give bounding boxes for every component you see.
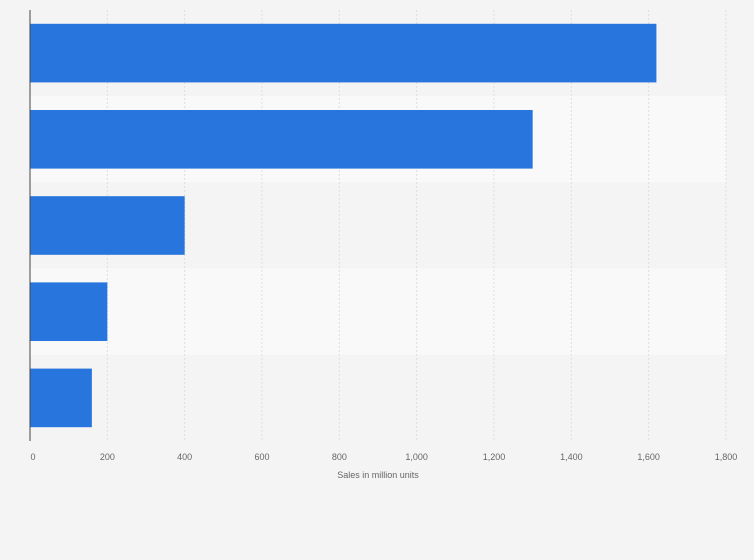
bar[interactable] (30, 196, 185, 255)
row-band (30, 268, 726, 355)
x-tick-labels: 0 200 400 600 800 1,000 1,200 1,400 1,600 1,800 (30, 452, 737, 462)
x-tick-label: 1,000 (405, 452, 428, 462)
x-axis-title: Sales in million units (337, 470, 419, 480)
x-tick-label: 400 (177, 452, 192, 462)
x-tick-label: 1,400 (560, 452, 583, 462)
bar[interactable] (30, 23, 657, 83)
x-tick-label: 800 (332, 452, 347, 462)
x-tick-label: 1,600 (637, 452, 660, 462)
row-band (30, 354, 726, 441)
bar[interactable] (30, 109, 533, 169)
x-tick-label: 200 (100, 452, 115, 462)
bars (30, 23, 657, 428)
bar[interactable] (30, 282, 108, 342)
x-tick-label: 600 (254, 452, 269, 462)
x-tick-label: 1,200 (483, 452, 506, 462)
x-tick-label: 1,800 (715, 452, 738, 462)
x-tick-label: 0 (30, 452, 35, 462)
bar[interactable] (30, 368, 92, 428)
